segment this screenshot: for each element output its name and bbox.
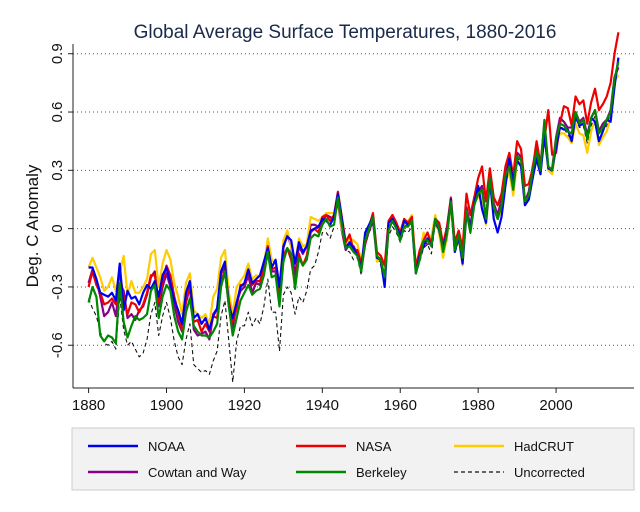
y-tick-label: 0.6 [49,102,66,123]
x-tick-label: 1940 [306,397,339,414]
y-tick-label: 0.9 [49,43,66,64]
chart-title: Global Average Surface Temperatures, 188… [134,22,557,43]
y-tick-label: 0 [49,224,66,232]
x-tick-label: 1880 [72,397,105,414]
x-tick-label: 1980 [461,397,494,414]
legend-box [71,427,635,491]
y-axis-label: Deg. C Anomaly [23,164,42,287]
legend-label-uncorrected: Uncorrected [514,465,585,480]
gridlines [73,53,634,346]
legend-label-hadcrut: HadCRUT [514,439,574,454]
legend-label-berkeley: Berkeley [356,465,407,480]
legend: NOAA NASA HadCRUT Cowtan and Way Berkeley Unc… [71,427,635,491]
y-tick-label: -0.3 [49,274,66,300]
legend-label-cowtan-and-way: Cowtan and Way [148,465,247,480]
legend-label-nasa: NASA [356,439,392,454]
x-tick-label: 1960 [384,397,417,414]
x-tick-label: 2000 [539,397,572,414]
legend-label-noaa: NOAA [148,439,185,454]
axes: -0.6 -0.3 0 0.3 0.6 0.9 1880 1900 1920 1940 1960 19… [49,43,634,414]
y-tick-label: -0.6 [49,332,66,358]
x-tick-label: 1920 [228,397,261,414]
series-line-berkeley [87,61,620,345]
y-tick-label: 0.3 [49,160,66,181]
x-tick-label: 1900 [150,397,183,414]
series-lines [87,32,620,383]
